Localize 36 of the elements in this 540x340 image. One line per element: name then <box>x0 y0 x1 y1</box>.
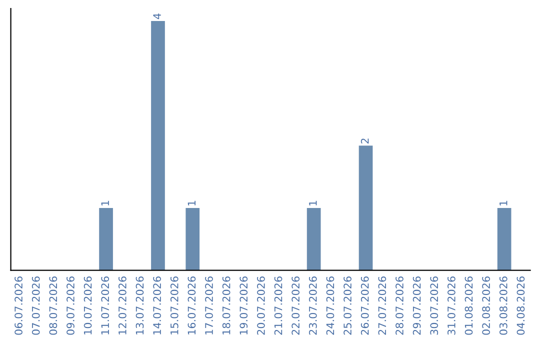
x-tick-label: 06.07.2026 <box>14 276 22 335</box>
data-label: 1 <box>309 200 317 206</box>
x-tick-label: 02.08.2026 <box>482 276 490 335</box>
x-tick-label: 20.07.2026 <box>257 276 265 335</box>
x-tick-label: 12.07.2026 <box>118 276 126 334</box>
x-tick-label: 10.07.2026 <box>84 276 92 334</box>
data-label: 2 <box>360 138 369 144</box>
data-label: 4 <box>153 14 161 20</box>
x-tick-label: 29.07.2026 <box>412 276 421 335</box>
x-tick-label: 17.07.2026 <box>205 276 213 334</box>
x-tick-label: 26.07.2026 <box>360 276 369 335</box>
x-tick-label: 08.07.2026 <box>49 276 58 335</box>
data-label: 1 <box>101 200 109 206</box>
x-tick-label: 31.07.2026 <box>448 276 456 335</box>
x-tick-label: 01.08.2026 <box>464 276 473 335</box>
x-tick-label: 09.07.2026 <box>66 276 74 335</box>
x-tick-label: 18.07.2026 <box>222 276 230 334</box>
x-tick-label: 25.07.2026 <box>344 276 352 335</box>
x-tick-label: 23.07.2026 <box>308 276 317 335</box>
x-tick-label: 16.07.2026 <box>188 276 196 334</box>
x-tick-label: 24.07.2026 <box>326 276 334 335</box>
x-tick-label: 11.07.2026 <box>101 276 110 334</box>
x-tick-label: 07.07.2026 <box>32 276 40 335</box>
x-tick-label: 30.07.2026 <box>430 276 438 335</box>
x-tick-label: 14.07.2026 <box>153 276 162 334</box>
x-tick-label: 15.07.2026 <box>170 276 178 334</box>
x-tick-label: 13.07.2026 <box>136 276 144 334</box>
x-tick-label: 03.08.2026 <box>499 276 508 335</box>
x-tick-label: 22.07.2026 <box>292 276 300 335</box>
x-tick-label: 21.07.2026 <box>274 276 282 335</box>
x-tick-label: 27.07.2026 <box>378 276 386 335</box>
data-label: 1 <box>500 200 508 206</box>
x-tick-label: 04.08.2026 <box>516 276 525 335</box>
x-tick-label: 28.07.2026 <box>396 276 404 335</box>
x-tick-label: 19.07.2026 <box>240 276 248 334</box>
data-label: 1 <box>188 200 196 206</box>
